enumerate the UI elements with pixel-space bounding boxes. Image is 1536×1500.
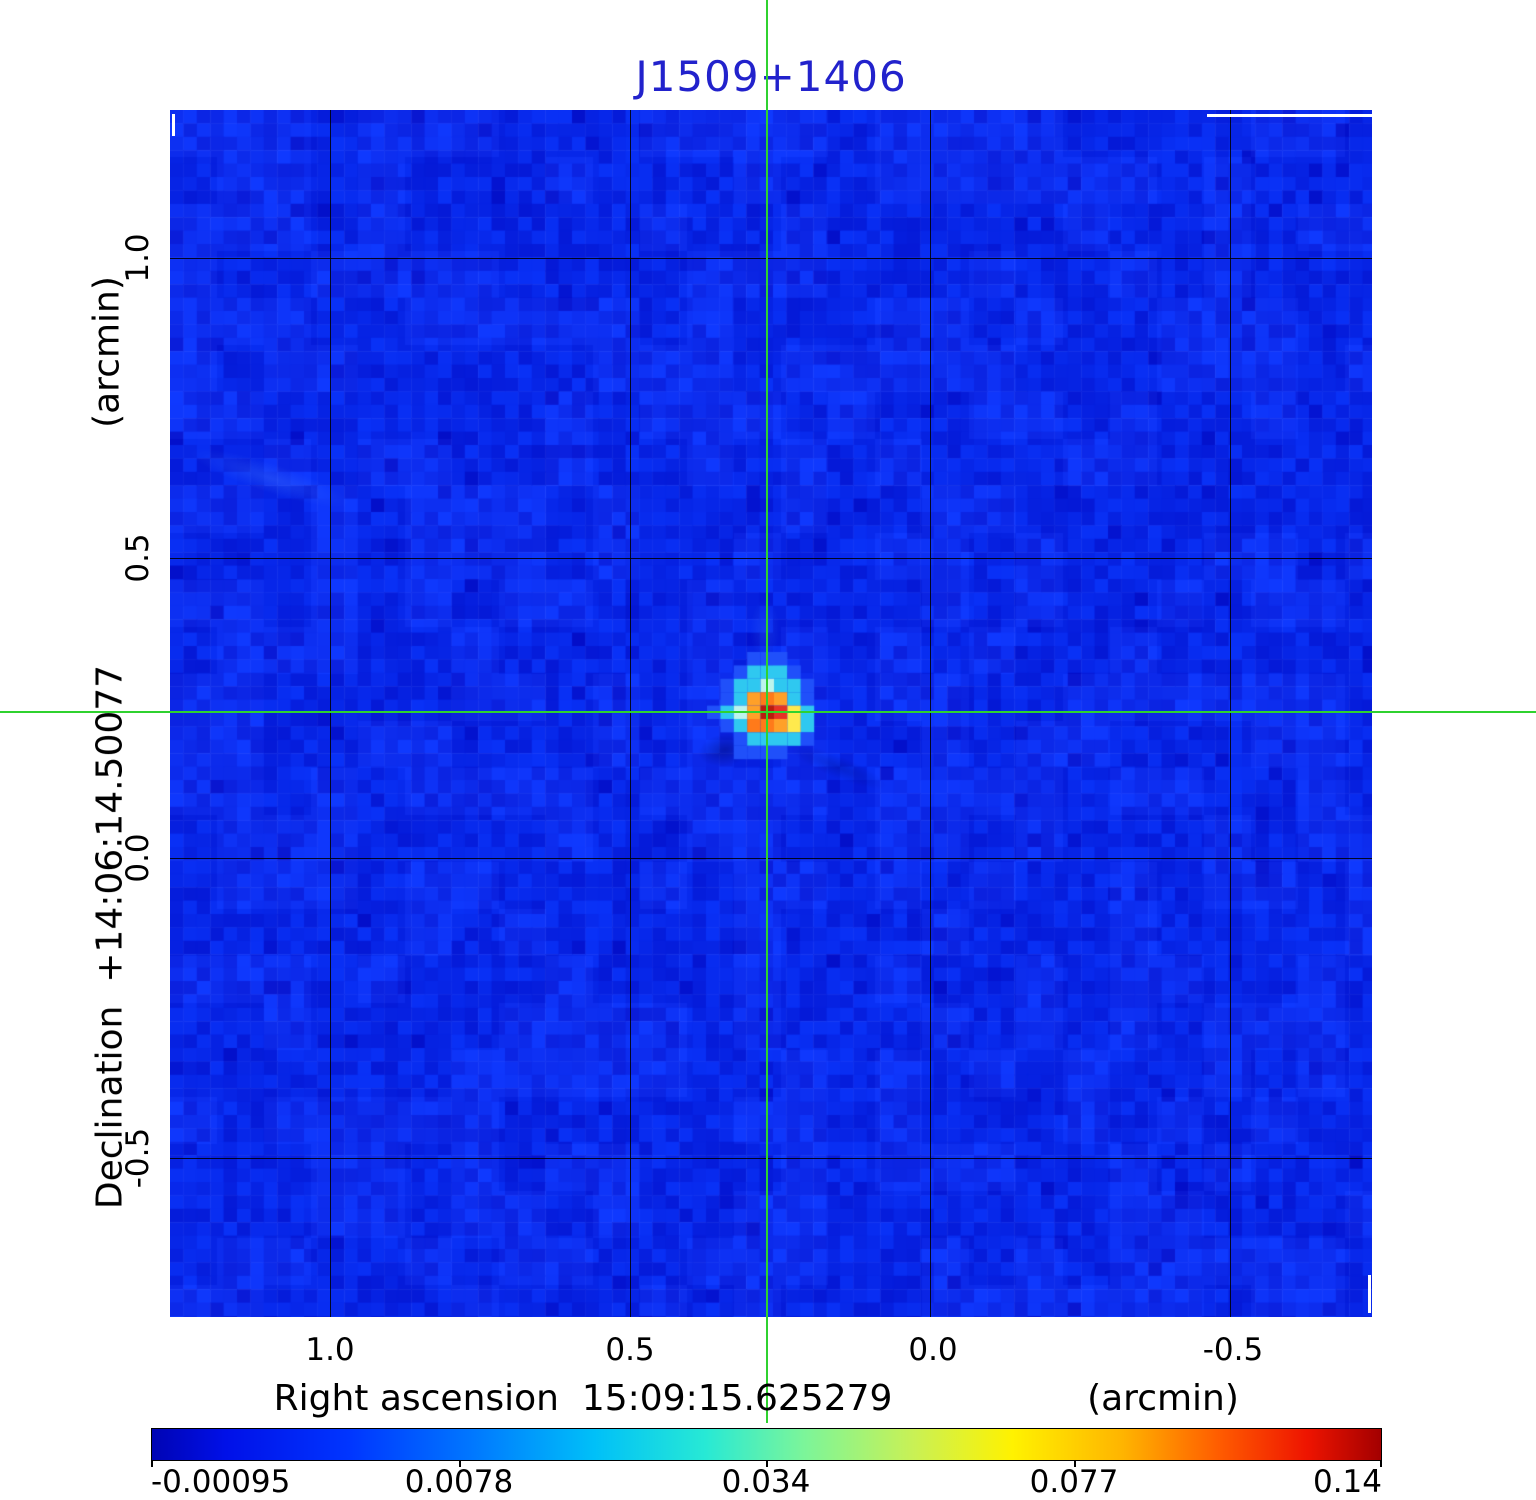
gridline-horizontal [170, 558, 1372, 559]
colorbar-label: 0.0078 [404, 1464, 514, 1500]
colorbar-tick [459, 1461, 461, 1467]
gridline-horizontal [170, 1158, 1372, 1159]
colorbar-tick [151, 1461, 153, 1467]
y-tick-label: 0.5 [120, 533, 156, 583]
y-axis-label: Declination +14:06:14.50077 [89, 664, 131, 1210]
sky-map-area [170, 110, 1372, 1317]
colorbar-tick [766, 1461, 768, 1467]
gridline-vertical [330, 110, 331, 1317]
x-axis-unit-label: (arcmin) [1087, 1378, 1239, 1419]
x-tick-label: 0.0 [908, 1332, 958, 1368]
x-tick-label: 1.0 [305, 1332, 355, 1368]
gridline-horizontal [170, 258, 1372, 259]
x-tick-label: -0.5 [1202, 1332, 1264, 1368]
frame-tick-top-right [1207, 114, 1372, 117]
y-axis-unit-label: (arcmin) [86, 276, 128, 428]
frame-tick-top-left [172, 114, 175, 136]
gridline-vertical [1230, 110, 1231, 1317]
colorbar-tick [1074, 1461, 1076, 1467]
colorbar [151, 1428, 1382, 1461]
colorbar-label: 0.14 [1312, 1464, 1382, 1500]
gridline-vertical [930, 110, 931, 1317]
gridline-horizontal [170, 858, 1372, 859]
colorbar-label: -0.00095 [151, 1464, 291, 1500]
colorbar-tick [1380, 1461, 1382, 1467]
x-axis-label: Right ascension 15:09:15.625279 [273, 1378, 893, 1419]
gridline-vertical [630, 110, 631, 1317]
colorbar-label: 0.034 [721, 1464, 811, 1500]
crosshair-horizontal-line [0, 711, 1536, 713]
intensity-heatmap [170, 110, 1372, 1317]
colorbar-label: 0.077 [1029, 1464, 1119, 1500]
plot-title: J1509+1406 [635, 52, 907, 101]
frame-tick-bottom-right [1368, 1275, 1371, 1313]
x-tick-label: 0.5 [605, 1332, 655, 1368]
